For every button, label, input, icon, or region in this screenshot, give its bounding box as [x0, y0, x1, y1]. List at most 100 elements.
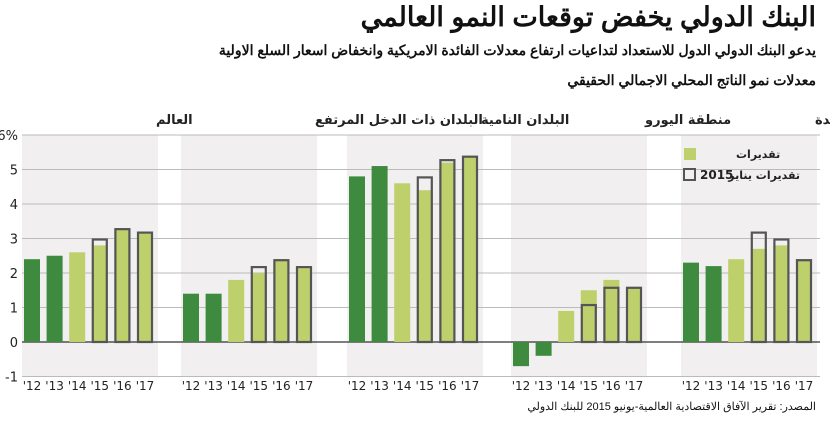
y-tick-label: 2: [10, 267, 18, 282]
jan-2015-outline-bar: [136, 231, 154, 344]
x-tick-label: '12: [512, 379, 531, 393]
bar: [416, 190, 433, 342]
y-tick-label: 1: [10, 302, 18, 317]
bar: [439, 162, 456, 342]
x-tick-label: '17: [795, 379, 814, 393]
bar: [728, 259, 745, 342]
bar: [46, 255, 63, 342]
jan-2015-outline-bar: [295, 266, 313, 344]
jan-2015-outline-bar: [439, 159, 456, 344]
x-tick-label: '16: [272, 379, 291, 393]
bar: [114, 228, 131, 342]
x-tick-label: '14: [393, 379, 412, 393]
legend-jan-year: 2015: [700, 168, 733, 182]
panel-background: [22, 135, 158, 377]
jan-2015-outline-bar: [795, 259, 813, 344]
source-note: المصدر: تقرير الآفاق الاقتصادية العالمية…: [527, 401, 816, 413]
x-tick-label: '14: [557, 379, 576, 393]
bar: [513, 342, 529, 367]
bar: [69, 252, 86, 342]
chart-title: البنك الدولي يخفض توقعات النمو العالمي: [360, 2, 816, 32]
jan-2015-outline-bar: [416, 176, 433, 344]
bar: [24, 259, 40, 342]
bar: [91, 245, 108, 342]
bar: [750, 248, 767, 342]
panel-background: [681, 135, 817, 377]
x-tick-label: '16: [772, 379, 791, 393]
jan-2015-outline-bar: [625, 286, 643, 344]
bar: [535, 342, 552, 356]
panel-background: [181, 135, 317, 377]
panel-background: [511, 135, 647, 377]
bar: [371, 166, 388, 342]
bar: [773, 245, 790, 342]
y-tick-label: -1: [5, 371, 18, 386]
y-tick-label: 0: [10, 336, 18, 351]
x-tick-label: '13: [204, 379, 223, 393]
x-tick-label: '14: [727, 379, 746, 393]
y-tick-label: 6%: [0, 129, 18, 144]
x-tick-label: '16: [602, 379, 621, 393]
measure-label: معدلات نمو الناتج المحلي الاجمالي الحقيق…: [567, 72, 816, 88]
panel-title: البلدان ذات الدخل المرتفع: [315, 113, 483, 128]
bar: [250, 273, 267, 342]
x-tick-label: '17: [461, 379, 480, 393]
x-tick-label: '13: [704, 379, 723, 393]
x-tick-label: '17: [625, 379, 644, 393]
bar: [462, 155, 478, 342]
x-tick-label: '12: [23, 379, 42, 393]
x-tick-label: '13: [534, 379, 553, 393]
x-tick-label: '15: [416, 379, 435, 393]
bar: [205, 293, 222, 342]
bar: [273, 259, 290, 342]
x-tick-label: '14: [68, 379, 87, 393]
x-tick-label: '14: [227, 379, 246, 393]
x-tick-label: '17: [136, 379, 155, 393]
bar: [603, 279, 620, 342]
x-tick-label: '12: [348, 379, 367, 393]
x-tick-label: '12: [682, 379, 701, 393]
panel-background: [347, 135, 483, 377]
jan-2015-outline-bar: [250, 266, 267, 344]
panel-title: الولايات المتحدة: [815, 113, 830, 128]
jan-2015-outline-bar: [750, 231, 767, 344]
legend-estimate-swatch: [684, 148, 696, 160]
bar: [228, 279, 245, 342]
jan-2015-outline-bar: [580, 303, 597, 344]
jan-2015-outline-bar: [773, 238, 790, 344]
bar: [183, 293, 199, 342]
jan-2015-outline-bar: [114, 228, 131, 344]
x-tick-label: '17: [295, 379, 314, 393]
x-tick-label: '13: [45, 379, 64, 393]
bar: [296, 266, 312, 342]
y-tick-label: 5: [10, 164, 18, 179]
x-tick-label: '15: [250, 379, 269, 393]
jan-2015-outline-bar: [603, 286, 620, 344]
bar: [137, 231, 153, 342]
bar: [558, 310, 575, 342]
x-tick-label: '15: [750, 379, 769, 393]
x-tick-label: '13: [370, 379, 389, 393]
bar: [580, 290, 597, 342]
panel-title: منطقة اليورو: [644, 113, 731, 128]
jan-2015-outline-bar: [273, 259, 290, 344]
legend-jan-label: تقديرات يناير: [727, 169, 800, 182]
bar: [349, 176, 365, 342]
bar: [626, 286, 642, 342]
bar: [705, 266, 722, 342]
legend-estimate-label: تقديرات: [736, 148, 780, 161]
y-tick-label: 4: [10, 198, 18, 213]
y-tick-label: 3: [10, 233, 18, 248]
legend-jan-swatch: [683, 168, 696, 181]
x-tick-label: '12: [182, 379, 201, 393]
x-tick-label: '16: [438, 379, 457, 393]
x-tick-label: '16: [113, 379, 132, 393]
jan-2015-outline-bar: [461, 155, 479, 344]
bar: [394, 183, 411, 342]
panel-title: العالم: [156, 113, 193, 128]
bar: [683, 262, 699, 342]
bar: [796, 259, 812, 342]
x-tick-label: '15: [91, 379, 110, 393]
panel-title: البلدان النامية: [481, 113, 569, 128]
